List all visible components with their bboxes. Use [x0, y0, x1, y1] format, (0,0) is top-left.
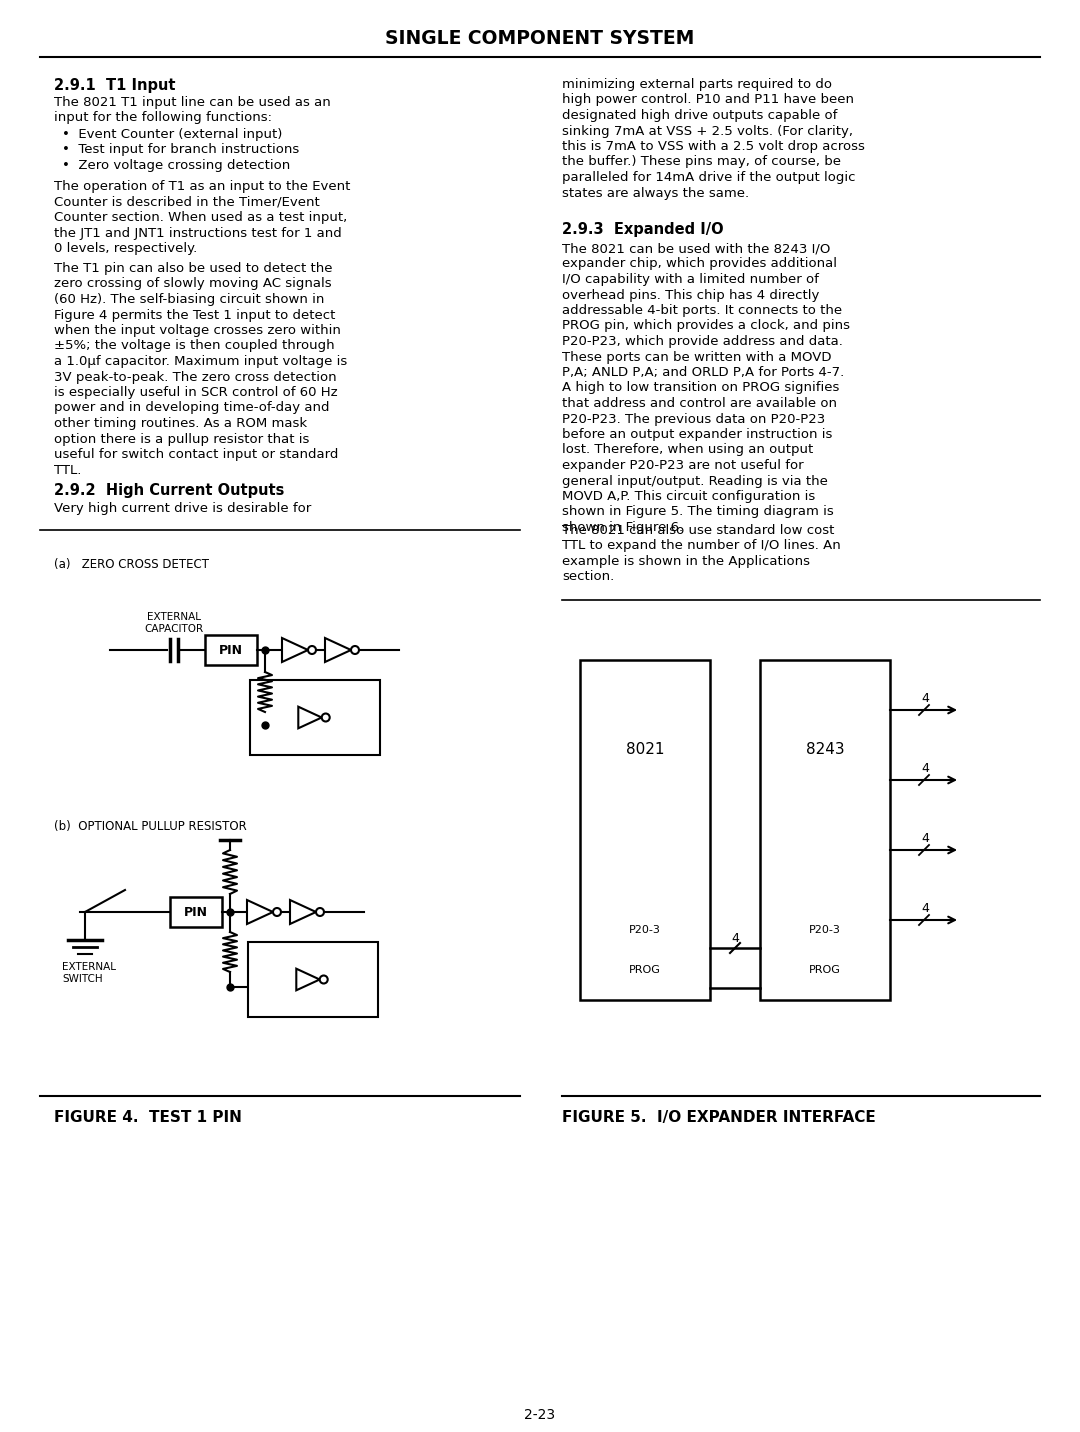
Text: other timing routines. As a ROM mask: other timing routines. As a ROM mask [54, 417, 307, 430]
Text: The 8021 can also use standard low cost: The 8021 can also use standard low cost [562, 524, 835, 537]
Text: that address and control are available on: that address and control are available o… [562, 397, 837, 410]
Text: 4: 4 [921, 902, 929, 915]
Bar [760, 660, 890, 1000]
Text: PROG: PROG [809, 965, 841, 975]
Text: the buffer.) These pins may, of course, be: the buffer.) These pins may, of course, … [562, 156, 841, 169]
Text: The 8021 can be used with the 8243 I/O: The 8021 can be used with the 8243 I/O [562, 242, 831, 255]
Text: 8021: 8021 [625, 743, 664, 758]
Text: a 1.0μf capacitor. Maximum input voltage is: a 1.0μf capacitor. Maximum input voltage… [54, 355, 348, 368]
Text: high power control. P10 and P11 have been: high power control. P10 and P11 have bee… [562, 93, 854, 106]
Text: useful for switch contact input or standard: useful for switch contact input or stand… [54, 448, 338, 461]
Text: option there is a pullup resistor that is: option there is a pullup resistor that i… [54, 432, 309, 445]
Text: PIN: PIN [219, 643, 243, 656]
Text: PIN: PIN [184, 905, 208, 918]
Text: P20-3: P20-3 [629, 925, 661, 935]
Text: overhead pins. This chip has 4 directly: overhead pins. This chip has 4 directly [562, 288, 820, 302]
Text: EXTERNAL
SWITCH: EXTERNAL SWITCH [62, 962, 116, 984]
Polygon shape [282, 639, 308, 662]
Text: 3V peak-to-peak. The zero cross detection: 3V peak-to-peak. The zero cross detectio… [54, 371, 337, 384]
Text: •  Event Counter (external input): • Event Counter (external input) [62, 127, 282, 140]
Bar [580, 660, 710, 1000]
Text: 2.9.3  Expanded I/O: 2.9.3 Expanded I/O [562, 222, 724, 238]
Text: the JT1 and JNT1 instructions test for 1 and: the JT1 and JNT1 instructions test for 1… [54, 226, 341, 239]
Text: I/O capability with a limited number of: I/O capability with a limited number of [562, 274, 819, 286]
Text: 4: 4 [921, 762, 929, 776]
Bar [248, 942, 378, 1017]
Text: MOVD A,P. This circuit configuration is: MOVD A,P. This circuit configuration is [562, 490, 815, 503]
Text: shown in Figure 6.: shown in Figure 6. [562, 521, 684, 534]
Text: (b)  OPTIONAL PULLUP RESISTOR: (b) OPTIONAL PULLUP RESISTOR [54, 821, 246, 833]
Text: SINGLE COMPONENT SYSTEM: SINGLE COMPONENT SYSTEM [386, 29, 694, 47]
Text: Figure 4 permits the Test 1 input to detect: Figure 4 permits the Test 1 input to det… [54, 308, 336, 322]
Text: general input/output. Reading is via the: general input/output. Reading is via the [562, 474, 828, 487]
Text: sinking 7mA at VSS + 2.5 volts. (For clarity,: sinking 7mA at VSS + 2.5 volts. (For cla… [562, 125, 853, 137]
Text: FIGURE 4.  TEST 1 PIN: FIGURE 4. TEST 1 PIN [54, 1110, 242, 1126]
Polygon shape [325, 639, 351, 662]
Text: when the input voltage crosses zero within: when the input voltage crosses zero with… [54, 324, 341, 337]
Text: power and in developing time-of-day and: power and in developing time-of-day and [54, 401, 329, 414]
Text: •  Zero voltage crossing detection: • Zero voltage crossing detection [62, 159, 291, 172]
Bar [249, 680, 380, 755]
Text: ±5%; the voltage is then coupled through: ±5%; the voltage is then coupled through [54, 339, 335, 352]
Text: example is shown in the Applications: example is shown in the Applications [562, 556, 810, 569]
Text: PROG pin, which provides a clock, and pins: PROG pin, which provides a clock, and pi… [562, 319, 850, 332]
Text: A high to low transition on PROG signifies: A high to low transition on PROG signifi… [562, 381, 839, 394]
Text: EXTERNAL
CAPACITOR: EXTERNAL CAPACITOR [145, 611, 203, 633]
Text: paralleled for 14mA drive if the output logic: paralleled for 14mA drive if the output … [562, 170, 855, 183]
Text: TTL.: TTL. [54, 464, 81, 477]
Polygon shape [298, 707, 322, 729]
Text: is especially useful in SCR control of 60 Hz: is especially useful in SCR control of 6… [54, 387, 338, 400]
Text: TTL to expand the number of I/O lines. An: TTL to expand the number of I/O lines. A… [562, 540, 840, 553]
Text: The 8021 T1 input line can be used as an: The 8021 T1 input line can be used as an [54, 96, 330, 109]
Text: Counter section. When used as a test input,: Counter section. When used as a test inp… [54, 211, 348, 223]
Text: P20-P23. The previous data on P20-P23: P20-P23. The previous data on P20-P23 [562, 412, 825, 425]
Text: P20-3: P20-3 [809, 925, 841, 935]
Text: this is 7mA to VSS with a 2.5 volt drop across: this is 7mA to VSS with a 2.5 volt drop … [562, 140, 865, 153]
Polygon shape [296, 968, 320, 991]
Text: section.: section. [562, 570, 615, 583]
Text: The T1 pin can also be used to detect the: The T1 pin can also be used to detect th… [54, 262, 333, 275]
Text: Very high current drive is desirable for: Very high current drive is desirable for [54, 503, 311, 516]
Text: addressable 4-bit ports. It connects to the: addressable 4-bit ports. It connects to … [562, 304, 842, 316]
Text: expander chip, which provides additional: expander chip, which provides additional [562, 258, 837, 271]
Text: expander P20-P23 are not useful for: expander P20-P23 are not useful for [562, 460, 804, 473]
Text: P20-P23, which provide address and data.: P20-P23, which provide address and data. [562, 335, 842, 348]
Text: 0 levels, respectively.: 0 levels, respectively. [54, 242, 198, 255]
Text: FIGURE 5.  I/O EXPANDER INTERFACE: FIGURE 5. I/O EXPANDER INTERFACE [562, 1110, 876, 1126]
Text: (60 Hz). The self-biasing circuit shown in: (60 Hz). The self-biasing circuit shown … [54, 294, 324, 306]
Text: •  Test input for branch instructions: • Test input for branch instructions [62, 143, 299, 156]
Text: minimizing external parts required to do: minimizing external parts required to do [562, 77, 832, 92]
Text: PROG: PROG [629, 965, 661, 975]
Text: lost. Therefore, when using an output: lost. Therefore, when using an output [562, 444, 813, 457]
Text: 8243: 8243 [806, 743, 845, 758]
Text: Counter is described in the Timer/Event: Counter is described in the Timer/Event [54, 196, 320, 209]
Text: (a)   ZERO CROSS DETECT: (a) ZERO CROSS DETECT [54, 558, 210, 571]
Polygon shape [247, 899, 273, 924]
Bar [170, 896, 222, 927]
Text: zero crossing of slowly moving AC signals: zero crossing of slowly moving AC signal… [54, 278, 332, 291]
Text: input for the following functions:: input for the following functions: [54, 112, 272, 125]
Text: 4: 4 [921, 832, 929, 845]
Text: shown in Figure 5. The timing diagram is: shown in Figure 5. The timing diagram is [562, 505, 834, 518]
Text: before an output expander instruction is: before an output expander instruction is [562, 428, 833, 441]
Text: 2.9.2  High Current Outputs: 2.9.2 High Current Outputs [54, 483, 284, 498]
Polygon shape [291, 899, 316, 924]
Text: 4: 4 [921, 693, 929, 706]
Text: designated high drive outputs capable of: designated high drive outputs capable of [562, 109, 837, 122]
Text: These ports can be written with a MOVD: These ports can be written with a MOVD [562, 351, 832, 364]
Bar [205, 634, 257, 664]
Text: P,A; ANLD P,A; and ORLD P,A for Ports 4-7.: P,A; ANLD P,A; and ORLD P,A for Ports 4-… [562, 367, 845, 379]
Text: 4: 4 [731, 931, 739, 945]
Text: 2-23: 2-23 [525, 1408, 555, 1422]
Text: The operation of T1 as an input to the Event: The operation of T1 as an input to the E… [54, 180, 350, 193]
Text: states are always the same.: states are always the same. [562, 186, 750, 199]
Text: 2.9.1  T1 Input: 2.9.1 T1 Input [54, 77, 175, 93]
